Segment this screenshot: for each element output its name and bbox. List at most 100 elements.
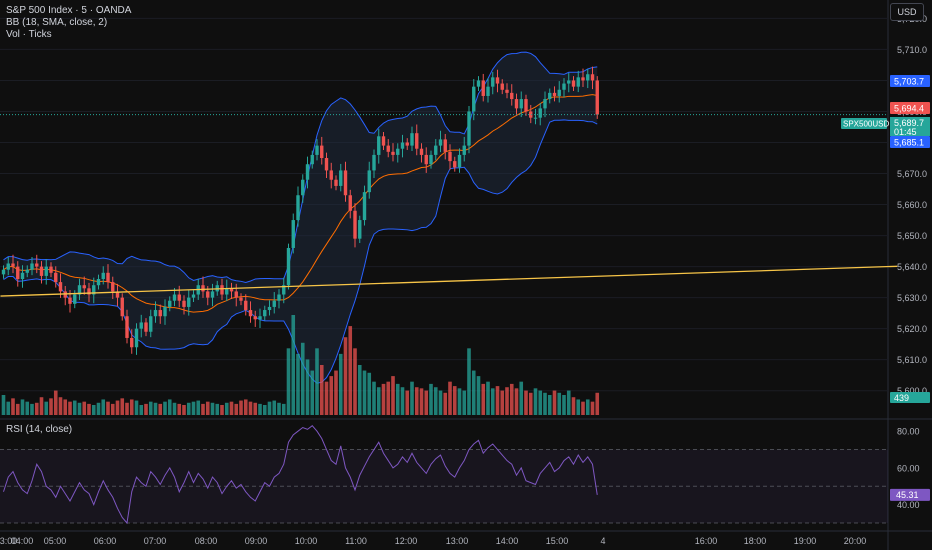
candle-body	[391, 151, 395, 155]
volume-bar	[571, 397, 576, 415]
volume-bar	[267, 401, 272, 415]
volume-bar	[443, 392, 448, 415]
rsi-tick-label: 80.00	[897, 427, 920, 437]
volume-bar	[353, 348, 357, 415]
price-tick-label: 5,600.0	[897, 386, 927, 396]
volume-bar	[329, 376, 334, 415]
volume-bar	[15, 403, 20, 415]
bb-upper-label: 5,703.7	[894, 76, 924, 86]
symbol-title[interactable]: S&P 500 Index · 5 · OANDA	[6, 5, 132, 16]
volume-bar	[343, 337, 348, 415]
last-close-label: 5,694.4	[894, 103, 924, 113]
bb-upper-line	[3, 51, 598, 284]
symbol-tag: SPX500USD	[843, 120, 889, 129]
volume-label-bg	[890, 392, 930, 403]
price-tick-label: 5,610.0	[897, 355, 927, 365]
candle-body	[386, 145, 390, 152]
volume-bar	[191, 401, 196, 415]
bb-basis-line	[3, 94, 598, 313]
candle-body	[358, 220, 362, 239]
candle-body	[11, 263, 15, 267]
candle-body	[1, 269, 6, 275]
candle-body	[206, 291, 210, 298]
time-tick-label: 09:00	[245, 536, 268, 546]
candle-body	[30, 263, 34, 270]
candle-body	[429, 154, 433, 165]
volume-bar	[547, 395, 552, 415]
candle-body	[305, 164, 310, 180]
volume-bar	[25, 401, 30, 415]
volume-bar	[215, 403, 220, 415]
volume-bar	[239, 400, 243, 415]
price-tick-label: 5,670.0	[897, 169, 927, 179]
time-tick-label: 20:00	[844, 536, 867, 546]
rsi-indicator-label[interactable]: RSI (14, close)	[6, 424, 73, 435]
candle-body	[538, 108, 542, 118]
candle-body	[419, 148, 424, 155]
volume-bar	[405, 390, 410, 415]
volume-bar	[106, 401, 110, 415]
volume-bar	[376, 387, 381, 415]
volume-bar	[362, 370, 367, 415]
volume-bar	[63, 399, 68, 415]
volume-bar	[348, 326, 353, 415]
volume-bar	[505, 387, 509, 415]
volume-bar	[557, 392, 562, 415]
current-price-label: 5,689.7	[894, 118, 924, 128]
time-tick-label: 05:00	[44, 536, 67, 546]
candle-body	[144, 322, 148, 332]
volume-bar	[552, 390, 557, 415]
rsi-legend[interactable]: RSI (14, close)	[6, 424, 76, 435]
time-tick-label: 03:00	[0, 536, 17, 546]
vol-indicator-label[interactable]: Vol · Ticks	[6, 29, 52, 40]
candle-body	[519, 99, 523, 109]
currency-button[interactable]: USD	[890, 3, 924, 21]
candle-body	[120, 297, 124, 317]
volume-bar	[528, 392, 533, 415]
candle-body	[82, 285, 86, 289]
bb-indicator-label[interactable]: BB (18, SMA, close, 2)	[6, 17, 108, 28]
volume-bar	[220, 405, 224, 415]
volume-bar	[391, 376, 395, 415]
candle-body	[462, 145, 466, 155]
candle-body	[362, 192, 367, 221]
volume-bar	[595, 392, 600, 415]
candle-body	[282, 285, 286, 295]
rsi-value-bg	[890, 488, 930, 501]
candle-body	[130, 337, 134, 348]
candle-body	[491, 77, 495, 87]
candle-body	[263, 310, 267, 317]
time-tick-label: 18:00	[744, 536, 767, 546]
volume-bar	[495, 386, 500, 415]
vol-legend[interactable]: Vol · Ticks	[6, 29, 56, 40]
volume-bar	[229, 401, 234, 415]
volume-bar	[486, 381, 490, 415]
volume-bar	[500, 390, 505, 415]
volume-bar	[125, 402, 129, 415]
candle-body	[315, 145, 319, 155]
time-tick-label: 13:00	[446, 536, 469, 546]
volume-bar	[49, 398, 53, 415]
volume-bar	[543, 392, 547, 415]
volume-bar	[452, 386, 457, 415]
candle-body	[453, 161, 457, 168]
candle-body	[16, 266, 20, 280]
candle-body	[239, 297, 243, 301]
candle-body	[149, 316, 153, 332]
volume-bar	[77, 402, 82, 415]
volume-bar	[414, 387, 419, 415]
candle-body	[225, 288, 229, 295]
chart-title-legend[interactable]: S&P 500 Index · 5 · OANDA	[6, 5, 135, 16]
candle-body	[329, 170, 333, 180]
candle-body	[514, 99, 519, 109]
volume-bar	[305, 359, 310, 415]
volume-bar	[210, 402, 215, 415]
bb-legend[interactable]: BB (18, SMA, close, 2)	[6, 17, 111, 28]
volume-bar	[281, 403, 286, 415]
candle-body	[54, 272, 58, 283]
volume-bar	[177, 403, 182, 415]
candle-body	[258, 316, 262, 320]
candle-body	[301, 179, 305, 196]
rsi-tick-label: 60.00	[897, 463, 920, 473]
